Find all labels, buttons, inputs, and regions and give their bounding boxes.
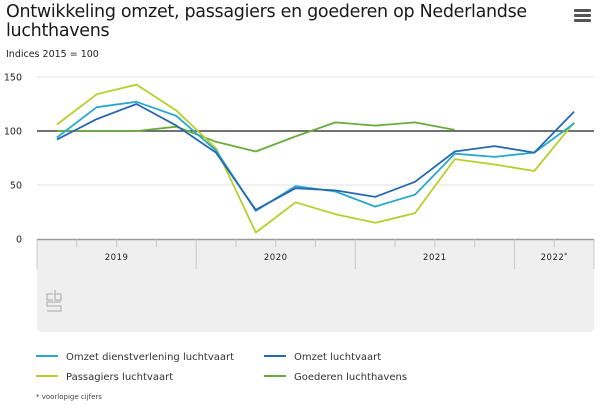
series-line-goederen-luchthavens <box>56 121 455 153</box>
x-tick-label: 2019 <box>105 253 129 263</box>
y-axis-tick-labels: 0 50 100 150 <box>4 73 22 246</box>
y-tick-label: 0 <box>16 235 22 246</box>
axis-band-background <box>37 239 594 332</box>
chart-subtitle: Indices 2015 = 100 <box>6 49 99 60</box>
x-tick-label: 2021 <box>423 253 447 263</box>
y-tick-label: 150 <box>4 73 22 84</box>
legend-item-goederen[interactable]: Goederen luchthavens <box>264 372 407 383</box>
legend-label: Passagiers luchtvaart <box>66 372 174 383</box>
x-axis-band <box>36 238 595 332</box>
x-tick-label: 2020 <box>264 253 288 263</box>
provisional-marker: * <box>564 252 568 259</box>
logo-c <box>46 293 53 301</box>
legend-label: Goederen luchthavens <box>294 372 408 383</box>
legend-swatch <box>36 355 58 357</box>
x-axis-year-labels: 2019 2020 2021 2022* <box>105 252 568 263</box>
series-line-omzet-dienstverlening-luchtvaart <box>56 100 575 212</box>
logo-s <box>46 301 62 312</box>
series-line-omzet-luchtvaart <box>56 103 575 211</box>
line-chart: 0 50 100 150 2019 2020 2021 2022* <box>4 73 595 332</box>
cbs-logo-icon <box>46 290 62 312</box>
legend-item-omzet-dienstverlening[interactable]: Omzet dienstverlening luchtvaart <box>36 352 234 363</box>
legend-label: Omzet luchtvaart <box>294 352 382 363</box>
y-tick-label: 100 <box>4 127 22 138</box>
y-tick-label: 50 <box>10 181 22 192</box>
legend-label: Omzet dienstverlening luchtvaart <box>66 352 235 363</box>
x-tick-label: 2022* <box>541 252 568 263</box>
legend-swatch <box>264 355 286 357</box>
footnote: * voorlopige cijfers <box>36 393 102 401</box>
legend-item-omzet-luchtvaart[interactable]: Omzet luchtvaart <box>264 352 381 363</box>
chart-title: Ontwikkeling omzet, passagiers en goeder… <box>6 2 527 41</box>
legend-item-passagiers[interactable]: Passagiers luchtvaart <box>36 372 173 383</box>
legend-swatch <box>264 375 286 377</box>
menu-bar <box>574 19 591 22</box>
menu-bar <box>574 14 591 17</box>
series-lines <box>56 83 575 234</box>
logo-b <box>54 290 62 301</box>
legend-swatch <box>36 375 58 377</box>
menu-bar <box>574 9 591 12</box>
hamburger-menu-icon[interactable] <box>574 9 591 23</box>
series-line-passagiers-luchtvaart <box>56 83 575 234</box>
